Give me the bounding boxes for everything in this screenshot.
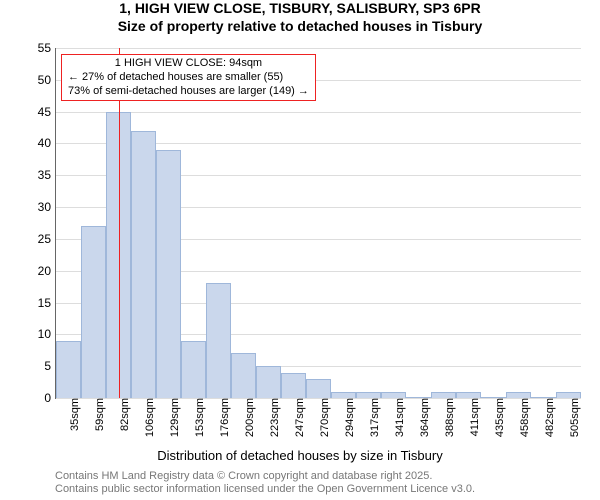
chart-container: { "title_line1": "1, HIGH VIEW CLOSE, TI…: [0, 0, 600, 500]
y-tick-label: 25: [38, 232, 56, 246]
x-tick-label: 200sqm: [244, 398, 256, 437]
x-tick-label: 435sqm: [494, 398, 506, 437]
x-tick-label: 341sqm: [394, 398, 406, 437]
histogram-bar: [56, 341, 81, 398]
histogram-bar: [306, 379, 331, 398]
histogram-bar: [206, 283, 231, 398]
x-tick-label: 482sqm: [544, 398, 556, 437]
x-tick-label: 223sqm: [269, 398, 281, 437]
chart-title: 1, HIGH VIEW CLOSE, TISBURY, SALISBURY, …: [0, 0, 600, 35]
y-tick-label: 45: [38, 105, 56, 119]
x-tick-label: 129sqm: [169, 398, 181, 437]
y-tick-label: 15: [38, 296, 56, 310]
y-tick-label: 0: [44, 391, 56, 405]
footer-line-2: Contains public sector information licen…: [55, 483, 475, 496]
y-tick-label: 30: [38, 200, 56, 214]
x-tick-label: 317sqm: [369, 398, 381, 437]
x-tick-label: 411sqm: [469, 398, 481, 436]
gridline: [56, 48, 581, 49]
histogram-bar: [231, 353, 256, 398]
histogram-bar: [181, 341, 206, 398]
x-tick-label: 176sqm: [219, 398, 231, 437]
x-tick-label: 388sqm: [444, 398, 456, 437]
annotation-line: ← 27% of detached houses are smaller (55…: [68, 71, 309, 85]
x-tick-label: 294sqm: [344, 398, 356, 437]
annotation-line: 1 HIGH VIEW CLOSE: 94sqm: [68, 57, 309, 71]
gridline: [56, 112, 581, 113]
chart-footer: Contains HM Land Registry data © Crown c…: [55, 470, 475, 496]
x-tick-label: 364sqm: [419, 398, 431, 437]
annotation-box: 1 HIGH VIEW CLOSE: 94sqm← 27% of detache…: [61, 54, 316, 101]
histogram-bar: [256, 366, 281, 398]
x-tick-label: 270sqm: [319, 398, 331, 437]
y-tick-label: 35: [38, 168, 56, 182]
y-tick-label: 20: [38, 264, 56, 278]
y-tick-label: 10: [38, 327, 56, 341]
histogram-bar: [131, 131, 156, 398]
x-tick-label: 247sqm: [294, 398, 306, 437]
histogram-bar: [156, 150, 181, 398]
x-tick-label: 153sqm: [194, 398, 206, 437]
x-tick-label: 35sqm: [69, 398, 81, 431]
title-line-1: 1, HIGH VIEW CLOSE, TISBURY, SALISBURY, …: [0, 0, 600, 18]
plot-area: 051015202530354045505535sqm59sqm82sqm106…: [55, 48, 581, 399]
x-tick-label: 458sqm: [519, 398, 531, 437]
y-tick-label: 55: [38, 41, 56, 55]
histogram-bar: [281, 373, 306, 398]
y-tick-label: 40: [38, 136, 56, 150]
x-tick-label: 106sqm: [144, 398, 156, 437]
x-tick-label: 505sqm: [569, 398, 581, 437]
footer-line-1: Contains HM Land Registry data © Crown c…: [55, 470, 475, 483]
annotation-line: 73% of semi-detached houses are larger (…: [68, 85, 309, 99]
x-axis-label: Distribution of detached houses by size …: [0, 448, 600, 463]
y-tick-label: 50: [38, 73, 56, 87]
x-tick-label: 59sqm: [94, 398, 106, 431]
x-tick-label: 82sqm: [119, 398, 131, 431]
y-tick-label: 5: [44, 359, 56, 373]
histogram-bar: [81, 226, 106, 398]
title-line-2: Size of property relative to detached ho…: [0, 18, 600, 36]
